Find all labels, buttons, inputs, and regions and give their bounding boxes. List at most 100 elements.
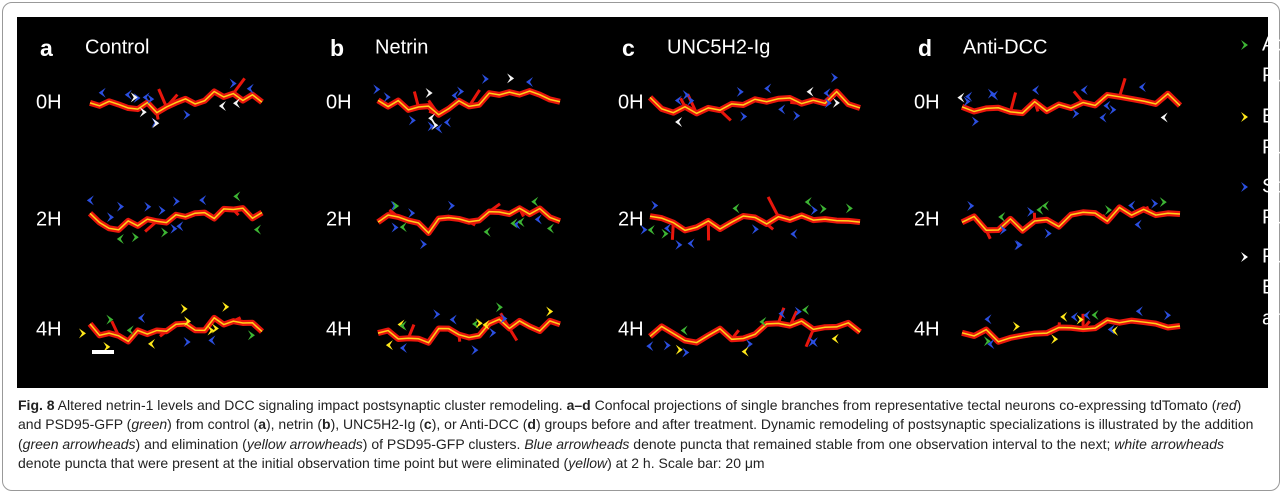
neuron-core (649, 320, 861, 344)
neuron-spine (467, 89, 481, 108)
neuron-spine (388, 208, 400, 219)
arrowhead (457, 86, 465, 97)
caption-text: b (322, 416, 331, 433)
neuron-spine (157, 88, 168, 108)
arrowhead (794, 306, 802, 317)
panel-letter: b (330, 35, 344, 61)
neuron-spine (1033, 101, 1040, 112)
arrowhead (106, 314, 114, 325)
neuron-spine (457, 334, 462, 342)
legend-label: Puncta (1262, 136, 1284, 158)
caption-text: ) and elimination ( (135, 435, 247, 452)
arrowhead (736, 86, 744, 97)
arrowhead (218, 101, 226, 112)
arrowhead (483, 226, 491, 237)
arrowhead (447, 200, 455, 211)
arrowhead (1012, 321, 1020, 332)
arrowhead (957, 92, 965, 103)
arrowhead (399, 342, 407, 353)
arrowhead (802, 304, 810, 315)
arrowhead (1135, 306, 1143, 317)
neuron-core (961, 319, 1181, 343)
arrowhead (675, 344, 683, 355)
arrowhead (229, 78, 237, 89)
arrowhead (1070, 312, 1078, 323)
legend-label: after 0H (1262, 307, 1284, 329)
caption-text: d (527, 416, 536, 433)
arrowhead (991, 90, 999, 101)
arrowhead (385, 340, 393, 351)
panel-letter: a (40, 35, 53, 61)
caption-text: yellow (568, 455, 608, 472)
arrowhead (1027, 206, 1035, 217)
arrowhead (806, 86, 814, 97)
arrowhead (1128, 200, 1136, 211)
neuron-spine (730, 329, 740, 341)
arrowhead (1159, 197, 1167, 208)
neuron-spine (718, 109, 732, 122)
arrowhead (983, 336, 991, 347)
arrowhead (517, 217, 525, 228)
arrowhead (675, 239, 683, 250)
arrowhead (1241, 252, 1248, 262)
neuron-spine (776, 307, 786, 324)
arrowhead (383, 92, 391, 103)
arrowhead (1151, 198, 1159, 209)
arrowhead (1103, 100, 1111, 111)
caption: Fig. 8 Altered netrin-1 levels and DCC s… (18, 396, 1268, 474)
arrowhead (1041, 200, 1049, 211)
neuron-spine (1072, 90, 1085, 104)
caption-text: Confocal projections of single branches … (590, 397, 1217, 413)
arrowhead (823, 88, 831, 99)
arrowhead (435, 123, 443, 134)
arrowhead (183, 109, 191, 120)
neuron-spine (232, 316, 242, 323)
caption-text: ), UNC5H2-Ig ( (330, 416, 424, 433)
arrowhead (137, 313, 145, 324)
arrowhead (651, 200, 659, 211)
row-label: 0H (914, 91, 940, 113)
arrowhead (408, 208, 416, 219)
arrowhead (399, 320, 407, 331)
arrowhead (495, 302, 503, 313)
legend-label: Stable (1262, 175, 1284, 197)
arrowhead (116, 233, 124, 244)
arrowhead (253, 224, 261, 235)
arrowhead (1076, 314, 1084, 325)
caption-text: green (131, 416, 168, 433)
arrowhead (172, 196, 180, 207)
arrowhead (1111, 325, 1119, 336)
arrowhead (1104, 204, 1112, 215)
arrowhead (124, 89, 132, 100)
arrowhead (390, 200, 398, 211)
figure-image: a Control 0H 2H 4H b Netrin 0H 2H 4H c UNC5H2-Ig 0H 2… (17, 17, 1284, 388)
arrowhead (373, 84, 381, 95)
arrowhead (1091, 309, 1099, 320)
arrowhead (130, 92, 138, 103)
arrowhead (139, 107, 147, 118)
arrowhead (531, 196, 539, 207)
neuron-spine (765, 222, 775, 231)
neuron-spine (488, 202, 501, 213)
neuron-spine (165, 93, 179, 108)
legend-label: Puncta (1262, 64, 1284, 86)
arrowhead (764, 83, 772, 94)
arrowhead (1107, 324, 1115, 335)
arrowhead (1241, 112, 1248, 122)
neuron-spine (670, 222, 675, 240)
neuron-spine (766, 196, 780, 218)
neuron-core (961, 92, 1181, 114)
arrowhead (810, 337, 818, 348)
arrowhead (1160, 112, 1168, 123)
arrowhead (741, 346, 749, 357)
arrowhead (675, 117, 683, 128)
arrowhead (98, 87, 106, 98)
arrowhead (1044, 228, 1052, 239)
legend-label: Eliminated (1262, 276, 1284, 298)
arrowhead (661, 228, 669, 239)
arrowhead (682, 347, 690, 358)
arrowhead (546, 223, 554, 234)
arrowhead (832, 97, 840, 108)
arrowhead (183, 336, 191, 347)
arrowhead (247, 330, 255, 341)
